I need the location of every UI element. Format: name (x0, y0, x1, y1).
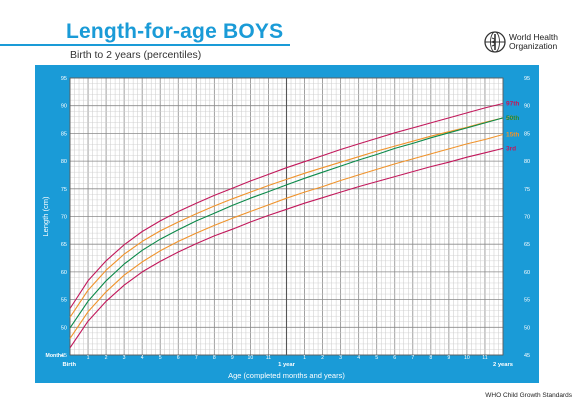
y-tick-label-left: 75 (61, 187, 67, 193)
x-tick-label: 4 (357, 355, 360, 361)
who-name-line2: Organization (509, 41, 558, 51)
who-name: World Health Organization (509, 33, 558, 51)
y-tick-label-right: 70 (524, 215, 530, 221)
y-tick-label-right: 75 (524, 187, 530, 193)
y-tick-label-right: 55 (524, 298, 530, 304)
y-tick-label-left: 95 (61, 76, 67, 82)
percentile-label-85th: 85th (506, 115, 519, 122)
page-title: Length-for-age BOYS (66, 20, 284, 43)
x-tick-label: 11 (266, 355, 271, 361)
y-tick-label-right: 85 (524, 131, 530, 137)
y-tick-label-left: 55 (61, 298, 67, 304)
y-tick-label-left: 45 (61, 353, 67, 359)
x-tick-label: 8 (213, 355, 216, 361)
who-logo: World Health Organization (484, 31, 558, 53)
x-tick-label: 5 (375, 355, 378, 361)
x-tick-label: 10 (464, 355, 470, 361)
y-tick-label-right: 90 (524, 104, 530, 110)
plot-border (69, 77, 504, 356)
y-tick-label-left: 80 (61, 159, 67, 165)
y-tick-label-right: 60 (524, 270, 530, 276)
x-tick-label: 3 (339, 355, 342, 361)
x-tick-label: 1 (303, 355, 306, 361)
y-tick-label-left: 65 (61, 242, 67, 248)
x-tick-label: 1 year (278, 362, 296, 368)
x-tick-label: 7 (411, 355, 414, 361)
percentile-label-97th: 97th (506, 100, 519, 107)
x-tick-label: Birth (62, 362, 76, 368)
percentile-label-3rd: 3rd (506, 145, 516, 152)
percentile-curve-3rd (69, 147, 504, 349)
x-tick-label: 2 (105, 355, 108, 361)
x-tick-label: 10 (248, 355, 254, 361)
percentile-label-50th: 50th (506, 115, 519, 122)
percentile-curve-50th (69, 117, 504, 329)
x-tick-label: 6 (177, 355, 180, 361)
percentile-curve-15th (69, 133, 504, 339)
page-subtitle: Birth to 2 years (percentiles) (70, 49, 202, 61)
x-tick-label: 7 (195, 355, 198, 361)
footer-source: WHO Child Growth Standards (485, 392, 572, 399)
y-tick-label-left: 90 (61, 104, 67, 110)
who-emblem-icon (484, 31, 506, 53)
x-tick-label: 11 (482, 355, 487, 361)
x-tick-label: 6 (393, 355, 396, 361)
y-axis-title: Length (cm) (41, 196, 50, 237)
y-tick-label-right: 65 (524, 242, 530, 248)
months-label: Months (46, 353, 65, 359)
y-tick-label-left: 70 (61, 215, 67, 221)
x-tick-label: 9 (447, 355, 450, 361)
percentile-label-15th: 15th (506, 132, 519, 139)
x-tick-label: 5 (159, 355, 162, 361)
who-name-line1: World Health (509, 32, 558, 42)
x-tick-label: 9 (231, 355, 234, 361)
x-axis-title: Age (completed months and years) (228, 371, 345, 380)
y-tick-label-right: 45 (524, 353, 530, 359)
y-tick-label-left: 50 (61, 325, 67, 331)
x-tick-label: 2 years (493, 362, 513, 368)
title-underline (0, 44, 290, 46)
x-tick-label: 1 (87, 355, 90, 361)
x-tick-label: 2 (321, 355, 324, 361)
y-tick-label-left: 60 (61, 270, 67, 276)
y-tick-label-right: 95 (524, 76, 530, 82)
y-tick-label-right: 50 (524, 325, 530, 331)
x-tick-label: 4 (141, 355, 144, 361)
percentile-curve-85th (69, 117, 504, 318)
percentile-curve-97th (69, 102, 504, 309)
x-tick-label: 3 (123, 355, 126, 361)
y-tick-label-right: 80 (524, 159, 530, 165)
y-tick-label-left: 85 (61, 131, 67, 137)
x-tick-label: 8 (429, 355, 432, 361)
